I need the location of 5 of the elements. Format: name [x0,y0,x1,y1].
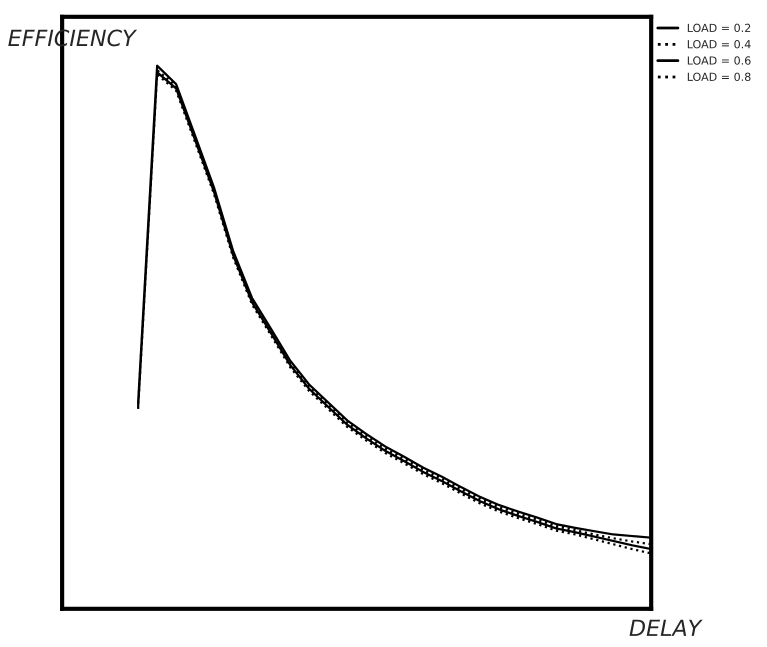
legend-label: LOAD = 0.2 [688,24,750,32]
x-axis-title: DELAY [630,620,703,636]
legend-label: LOAD = 0.8 [688,72,751,82]
legend-label: LOAD = 0.6 [688,56,751,65]
legend-label: LOAD = 0.4 [688,40,751,48]
